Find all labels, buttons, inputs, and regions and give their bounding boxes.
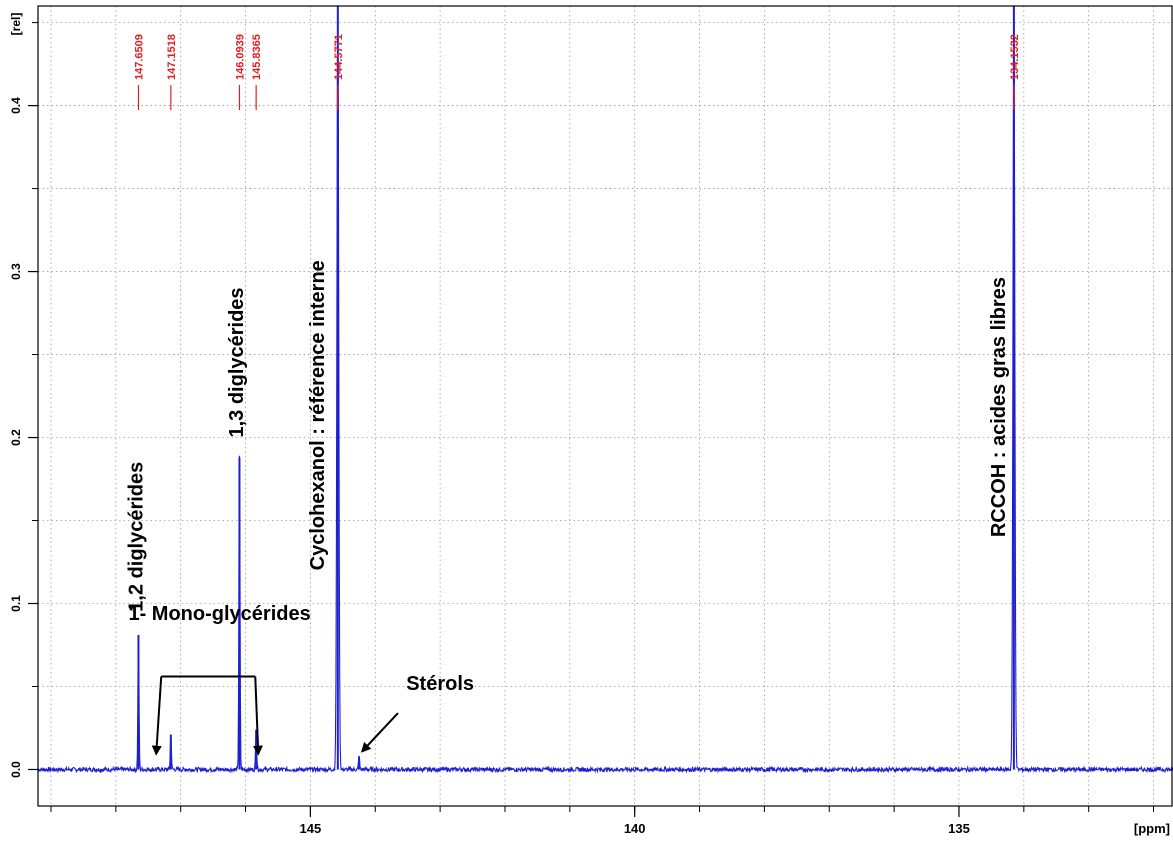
x-tick-label: 145 xyxy=(300,821,322,836)
annotation-sterols: Stérols xyxy=(406,673,474,695)
annotation-rotated: Cyclohexanol : référence interne xyxy=(307,260,329,570)
annotation-mono-glycerides: 1- Mono-glycérides xyxy=(128,603,310,625)
spectrum-series xyxy=(37,6,1173,774)
peak-label: 134.1532 xyxy=(1009,34,1021,80)
y-tick-label: 0.4 xyxy=(9,97,23,114)
peak-label: 146.0939 xyxy=(234,34,246,80)
y-axis-label: [rel] xyxy=(9,13,23,36)
annotation-rotated: RCCOH : acides gras libres xyxy=(988,277,1010,537)
bracket-arrow-left xyxy=(151,676,163,756)
y-tick-label: 0.2 xyxy=(9,429,23,446)
peak-label: 147.1518 xyxy=(166,34,178,80)
x-tick-label: 140 xyxy=(624,821,646,836)
plot-frame xyxy=(37,5,1173,807)
bracket-arrow-right xyxy=(252,676,263,756)
annotations: 1,2 diglycérides 1,3 diglycérides Cyclohex… xyxy=(125,260,1010,756)
peak-label: 147.6509 xyxy=(133,34,145,80)
grid-lines xyxy=(38,6,1173,806)
peak-label: 144.5771 xyxy=(333,34,345,80)
spectrum-line xyxy=(37,7,1173,774)
x-axis-label: [ppm] xyxy=(1134,821,1170,836)
peak-labels: 147.6509 147.1518 146.0939 145.8365 144.5771… xyxy=(133,34,1021,110)
peak-label: 145.8365 xyxy=(251,34,263,80)
y-tick-label: 0.1 xyxy=(9,595,23,612)
x-tick-label: 135 xyxy=(948,821,970,836)
y-tick-label: 0.3 xyxy=(9,263,23,280)
annotation-rotated: 1,3 diglycérides xyxy=(226,287,248,437)
sterols-arrow xyxy=(360,712,399,753)
axes: 145 140 135 0.0 0.1 0.2 0.3 0.4 [ppm] [rel] xyxy=(9,13,1170,836)
y-tick-label: 0.0 xyxy=(9,761,23,778)
annotation-rotated: 1,2 diglycérides xyxy=(125,462,147,612)
